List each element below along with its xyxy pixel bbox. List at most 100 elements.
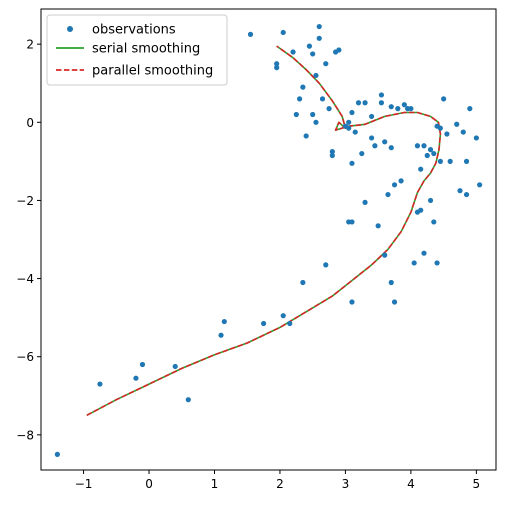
observation-point	[411, 260, 417, 266]
observation-point	[300, 279, 306, 286]
x-tick-label: 5	[473, 477, 481, 491]
observation-point	[355, 100, 362, 106]
observation-point	[418, 166, 424, 172]
observation-point	[349, 160, 355, 166]
observation-point	[447, 158, 453, 164]
observation-point	[296, 96, 303, 102]
observation-point	[274, 61, 280, 67]
observation-point	[221, 318, 227, 325]
observation-point	[54, 451, 60, 457]
observation-point	[260, 320, 267, 327]
observation-point	[139, 361, 146, 368]
observation-point	[274, 65, 280, 71]
observation-point	[293, 111, 299, 118]
observation-point	[388, 279, 394, 286]
observation-point	[457, 188, 463, 194]
observation-point	[463, 191, 470, 198]
observation-point	[359, 150, 365, 157]
observation-point	[473, 135, 479, 141]
legend-box	[46, 14, 228, 86]
observation-point	[97, 381, 103, 387]
legend: observations serial smoothing parallel s…	[46, 14, 228, 86]
observation-point	[421, 250, 427, 256]
x-tick-label: 3	[342, 477, 350, 491]
observation-point	[414, 143, 421, 149]
x-axis: −1 0 1 2 3 4 5	[75, 470, 480, 491]
observation-point	[300, 84, 306, 90]
observation-point	[172, 363, 178, 370]
observation-point	[336, 47, 342, 53]
y-axis: −8 −6 −4 −2 0 2	[16, 38, 41, 442]
observation-point	[398, 178, 404, 184]
y-tick-label: −4	[16, 272, 34, 286]
plot-area	[40, 8, 497, 471]
observation-point	[463, 158, 470, 164]
legend-serial-label: serial smoothing	[92, 42, 200, 57]
legend-observations-marker	[67, 26, 73, 32]
observation-point	[349, 299, 355, 305]
observation-point	[362, 199, 368, 205]
observation-point	[460, 129, 466, 135]
observation-point	[431, 219, 437, 225]
observation-point	[329, 148, 335, 155]
parallel-smoothing-line	[86, 45, 442, 417]
y-tick-label: −6	[16, 350, 34, 364]
x-tick-label: 0	[145, 477, 153, 491]
observation-point	[418, 207, 424, 213]
observation-point	[378, 92, 385, 98]
observation-point	[427, 197, 434, 204]
observation-point	[372, 143, 378, 149]
observation-point	[313, 72, 319, 79]
axes-background	[41, 9, 496, 470]
observation-point	[287, 320, 293, 327]
observation-point	[247, 31, 254, 37]
observation-point	[323, 61, 329, 67]
observation-point	[133, 375, 139, 381]
observation-point	[391, 182, 398, 188]
observation-point	[388, 104, 394, 110]
observation-point	[378, 100, 385, 106]
observation-point	[326, 106, 332, 112]
observation-point	[218, 332, 224, 338]
legend-observations-label: observations	[92, 23, 176, 38]
observation-point	[346, 119, 352, 125]
observation-point	[316, 35, 322, 41]
x-tick-label: 1	[211, 477, 219, 491]
observation-point	[346, 125, 352, 131]
observation-point	[185, 397, 191, 403]
observation-point	[427, 147, 434, 153]
observation-point	[280, 29, 286, 36]
observation-point	[349, 109, 355, 116]
observation-point	[441, 96, 447, 102]
observation-point	[434, 260, 440, 266]
observation-point	[382, 252, 388, 258]
observation-point	[313, 119, 319, 125]
y-tick-label: −2	[16, 194, 34, 208]
y-tick-label: 0	[26, 116, 34, 130]
observation-point	[477, 182, 483, 188]
x-tick-label: 4	[407, 477, 415, 491]
observation-point	[385, 191, 391, 198]
observation-point	[306, 43, 313, 49]
observation-point	[454, 121, 460, 127]
observation-point	[437, 125, 443, 131]
observation-point	[444, 131, 450, 137]
observation-point	[290, 49, 296, 55]
legend-parallel-label: parallel smoothing	[92, 64, 213, 79]
observation-point	[375, 223, 381, 229]
x-tick-label: −1	[75, 477, 93, 491]
observation-points	[54, 23, 483, 457]
observation-point	[349, 219, 355, 225]
observation-point	[310, 51, 316, 57]
y-tick-label: 2	[26, 38, 34, 52]
observation-point	[391, 299, 398, 305]
observation-point	[362, 100, 368, 106]
observation-point	[421, 143, 427, 149]
observation-point	[431, 150, 437, 157]
observation-point	[329, 152, 335, 159]
observation-point	[303, 133, 309, 139]
observation-point	[369, 113, 375, 120]
observation-point	[467, 106, 473, 112]
observation-point	[388, 145, 394, 151]
